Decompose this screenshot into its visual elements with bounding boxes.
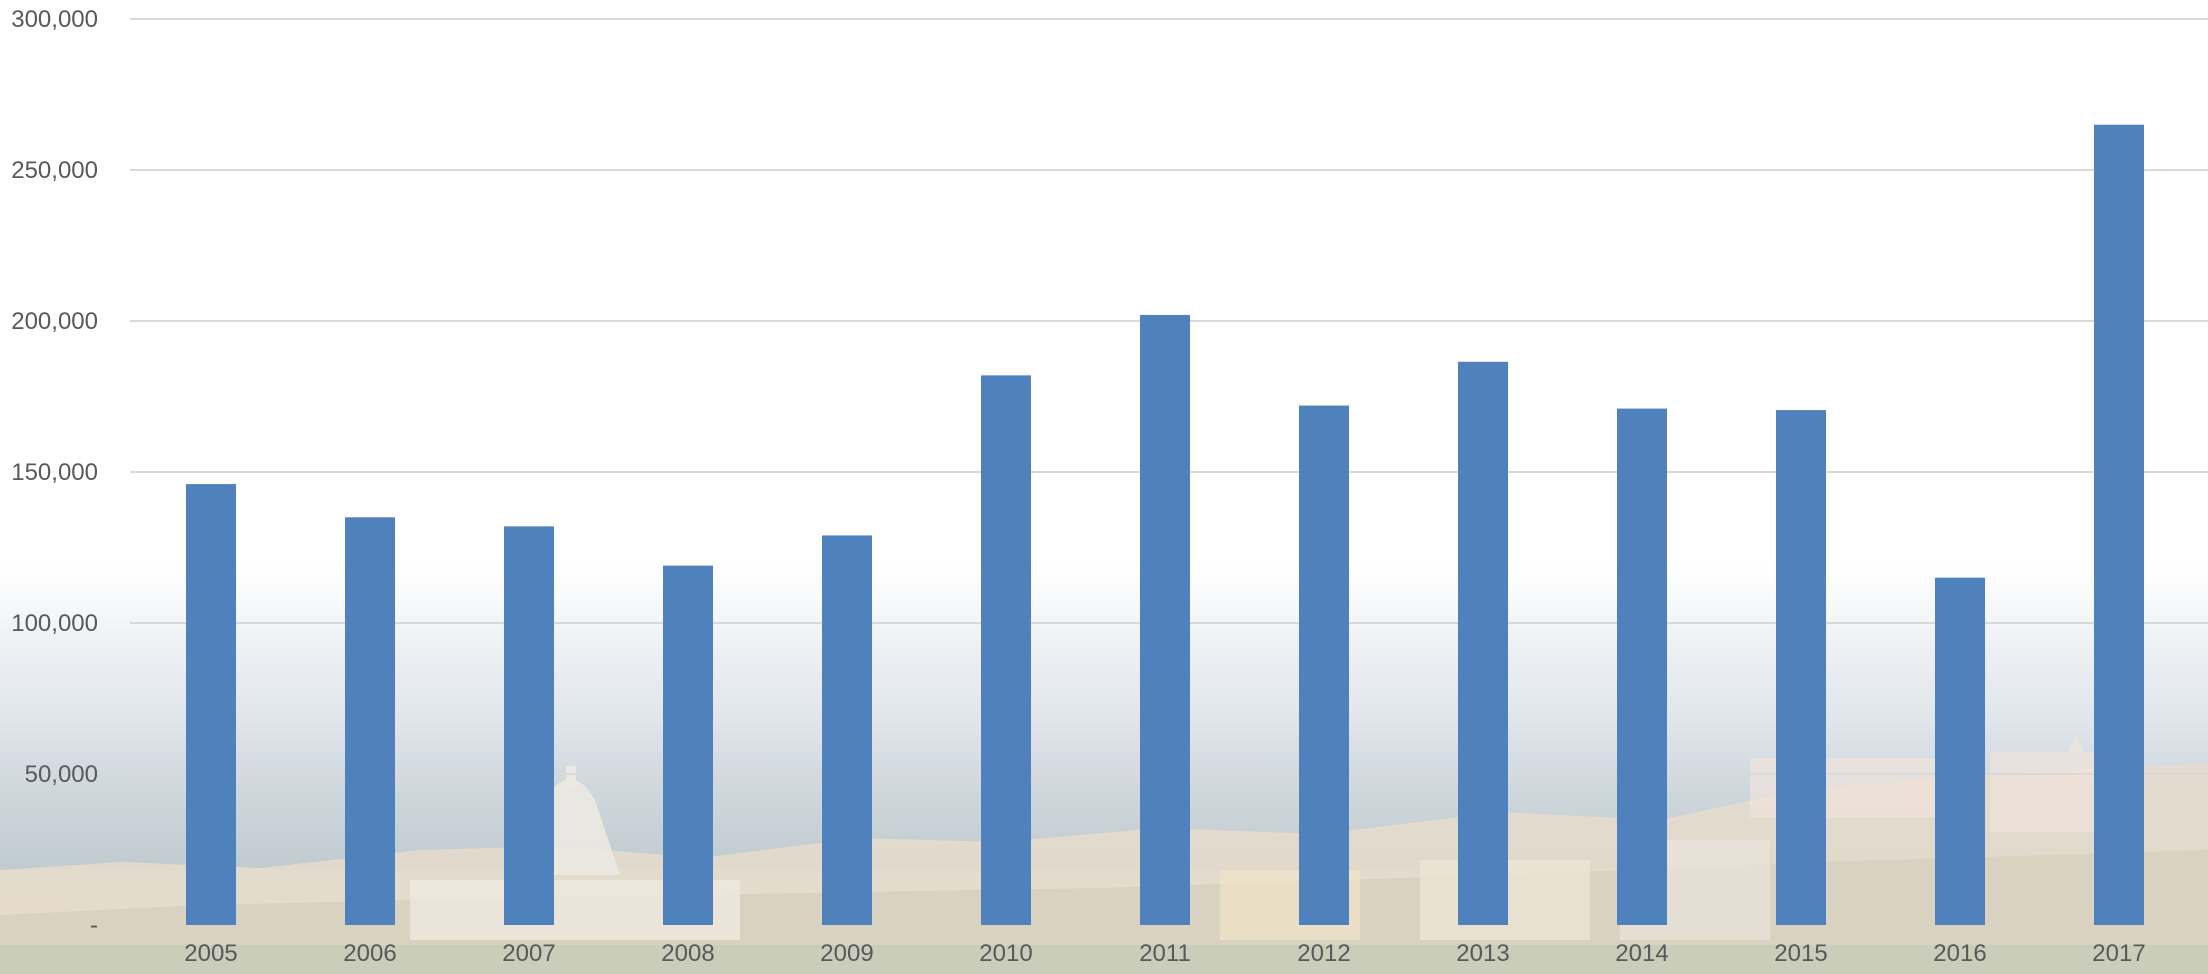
bar-2005 — [186, 484, 236, 925]
x-tick-label: 2010 — [979, 940, 1032, 967]
x-tick-label: 2012 — [1297, 940, 1350, 967]
bar-2016 — [1935, 577, 1985, 925]
y-tick-label: 250,000 — [11, 157, 98, 184]
x-tick-label: 2013 — [1456, 940, 1509, 967]
x-tick-label: 2009 — [820, 940, 873, 967]
bar-2017 — [2094, 124, 2144, 925]
bar-2008 — [663, 565, 713, 925]
y-tick-label: 150,000 — [11, 459, 98, 486]
bar-2012 — [1299, 405, 1349, 925]
x-tick-label: 2008 — [661, 940, 714, 967]
x-tick-label: 2011 — [1139, 940, 1191, 967]
bar-2009 — [822, 535, 872, 925]
x-tick-label: 2015 — [1774, 940, 1827, 967]
x-tick-label: 2016 — [1933, 940, 1986, 967]
y-tick-label: 50,000 — [25, 761, 98, 788]
x-tick-label: 2005 — [184, 940, 237, 967]
y-tick-label: 300,000 — [11, 6, 98, 33]
y-tick-label: 100,000 — [11, 610, 98, 637]
y-axis-tick-labels: - 50,000 100,000 150,000 200,000 250,000 300,0… — [11, 6, 98, 939]
y-tick-label: - — [90, 912, 98, 939]
x-tick-label: 2007 — [502, 940, 555, 967]
bar-2006 — [345, 517, 395, 925]
x-tick-label: 2006 — [343, 940, 396, 967]
x-tick-label: 2014 — [1615, 940, 1668, 967]
bar-2013 — [1458, 361, 1508, 925]
y-tick-label: 200,000 — [11, 308, 98, 335]
x-tick-label: 2017 — [2092, 940, 2145, 967]
x-axis-tick-labels: 2005 2006 2007 2008 2009 2010 2011 2012 2013 2014… — [184, 940, 2145, 967]
bars — [186, 124, 2144, 926]
bar-2014 — [1617, 408, 1667, 926]
bar-2010 — [981, 375, 1031, 925]
bar-2011 — [1140, 314, 1190, 926]
bar-2015 — [1776, 410, 1826, 926]
bar-2007 — [504, 526, 554, 925]
